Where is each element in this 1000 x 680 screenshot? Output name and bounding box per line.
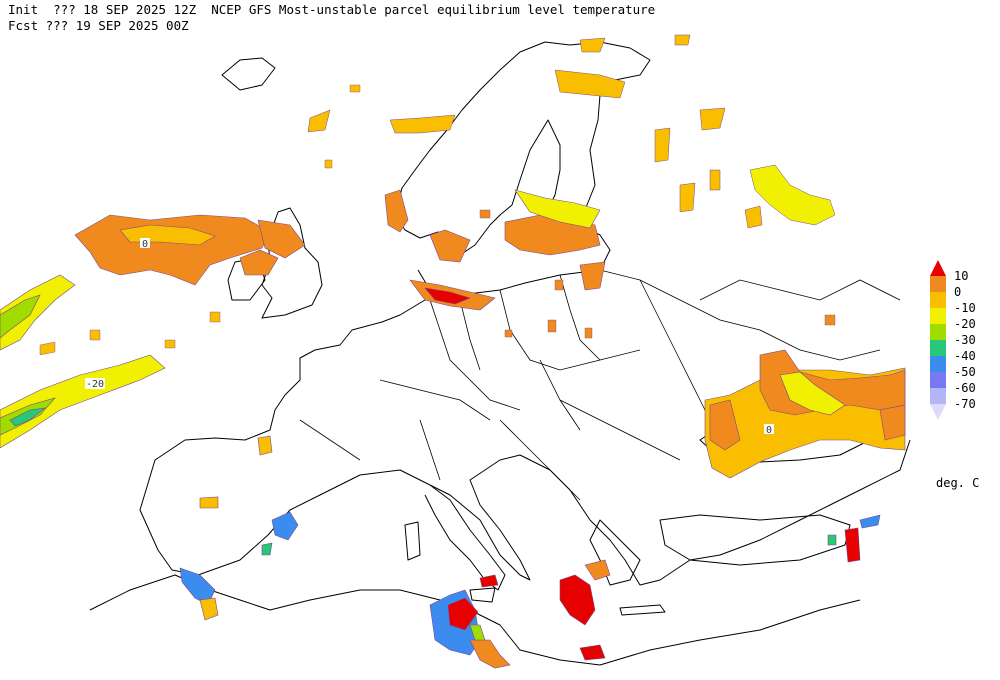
map-header: Init ??? 18 SEP 2025 12Z NCEP GFS Most-u… bbox=[8, 2, 655, 34]
greece-coast bbox=[589, 519, 641, 586]
field-north-sea-baltic bbox=[239, 189, 606, 311]
contour-labels: 0 -20 0 bbox=[85, 238, 774, 436]
legend-label: 10 bbox=[954, 269, 969, 283]
field-atlantic-southwest bbox=[0, 274, 166, 449]
legend-swatch-4 bbox=[930, 324, 946, 340]
contour-label-0-atlantic: 0 bbox=[142, 239, 148, 250]
turkey-coast bbox=[659, 514, 851, 566]
legend-label: -70 bbox=[954, 397, 976, 411]
legend-arrow-bottom bbox=[930, 404, 946, 420]
field-iberia bbox=[179, 435, 299, 621]
italy-coast bbox=[424, 484, 506, 591]
field-central bbox=[479, 209, 836, 339]
legend-label: 0 bbox=[954, 285, 962, 299]
sicily-coast bbox=[469, 587, 496, 603]
legend-swatch-6 bbox=[930, 356, 946, 372]
init-line: Init ??? 18 SEP 2025 12Z NCEP GFS Most-u… bbox=[8, 2, 656, 17]
legend-label: -60 bbox=[954, 381, 976, 395]
iceland-coast bbox=[221, 57, 276, 91]
legend-swatch-8 bbox=[930, 388, 946, 404]
crete-coast bbox=[619, 604, 666, 616]
field-italy-south bbox=[429, 589, 511, 669]
country-borders bbox=[299, 269, 901, 501]
legend-swatch-3 bbox=[930, 308, 946, 324]
mainland-coast bbox=[139, 269, 911, 586]
field-east-ukraine bbox=[704, 349, 906, 479]
color-legend: 10 0 -10 -20 -30 -40 -50 -60 -70 bbox=[930, 260, 1000, 420]
legend-swatch-5 bbox=[930, 340, 946, 356]
legend-swatch-2 bbox=[930, 292, 946, 308]
legend-swatch-7 bbox=[930, 372, 946, 388]
field-russia bbox=[679, 164, 836, 229]
sardinia-coast bbox=[404, 521, 421, 561]
contour-label-minus20: -20 bbox=[86, 379, 104, 390]
forecast-line: Fcst ??? 19 SEP 2025 00Z bbox=[8, 18, 189, 33]
legend-swatch-1 bbox=[930, 276, 946, 292]
legend-label: -10 bbox=[954, 301, 976, 315]
legend-arrow-top bbox=[930, 260, 946, 276]
contour-label-0-ukraine: 0 bbox=[766, 425, 772, 436]
field-scandinavia-north bbox=[307, 34, 726, 163]
legend-units: deg. C bbox=[936, 476, 980, 490]
legend-label: -30 bbox=[954, 333, 976, 347]
field-levant bbox=[827, 514, 881, 563]
field-west-atlantic bbox=[74, 214, 271, 286]
scandinavia-coast bbox=[394, 41, 651, 256]
legend-label: -20 bbox=[954, 317, 976, 331]
legend-label: -50 bbox=[954, 365, 976, 379]
legend-swatches bbox=[930, 260, 946, 420]
field-greece bbox=[479, 559, 611, 661]
legend-label: -40 bbox=[954, 349, 976, 363]
field-scattered-yellow bbox=[39, 84, 361, 356]
